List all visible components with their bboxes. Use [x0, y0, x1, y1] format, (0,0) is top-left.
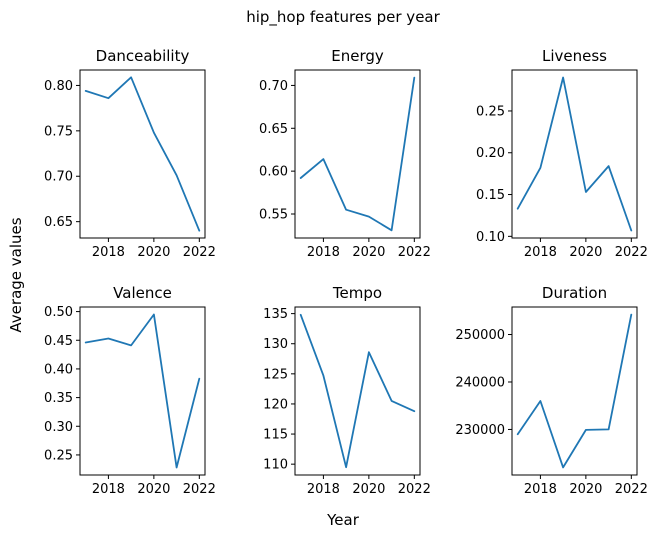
- subplot-4: Valence 2018 2020 2022 0.25 0.30 0.35 0.40 0.45 0…: [44, 284, 216, 497]
- subplot-panels: Danceability 2018 2020 2022 0.65 0.70 0.75 0.80…: [44, 47, 648, 497]
- y-tick-label: 0.35: [44, 391, 73, 406]
- x-tick-label: 2018: [92, 482, 125, 497]
- subplot-title: Liveness: [542, 47, 607, 65]
- subplot-title: Valence: [113, 284, 172, 302]
- y-tick-label: 110: [263, 458, 288, 473]
- subplot-5: Tempo 2018 2020 2022 110 115 120 125 130 135: [263, 284, 431, 497]
- x-tick-label: 2018: [524, 482, 557, 497]
- figure-ylabel: Average values: [7, 217, 25, 332]
- y-tick-label: 0.80: [44, 79, 73, 94]
- x-tick-label: 2020: [569, 482, 602, 497]
- y-tick-label: 230000: [455, 423, 505, 438]
- subplot-title: Tempo: [332, 284, 382, 302]
- y-tick-label: 0.50: [44, 305, 73, 320]
- y-tick-label: 0.30: [44, 420, 73, 435]
- series-line: [299, 313, 416, 469]
- x-tick-label: 2022: [398, 245, 431, 260]
- x-tick-label: 2018: [307, 482, 340, 497]
- y-tick-label: 0.25: [44, 448, 73, 463]
- y-tick-label: 250000: [455, 328, 505, 343]
- series-line: [299, 76, 416, 232]
- y-tick-label: 0.25: [476, 104, 505, 119]
- y-tick-label: 0.75: [44, 124, 73, 139]
- subplot-2: Energy 2018 2020 2022 0.55 0.60 0.65 0.70: [259, 47, 431, 260]
- y-tick-label: 135: [263, 307, 288, 322]
- y-tick-label: 0.60: [259, 165, 288, 180]
- axes-frame: [79, 69, 206, 239]
- y-tick-label: 0.70: [259, 79, 288, 94]
- x-tick-label: 2022: [615, 245, 648, 260]
- x-tick-label: 2022: [615, 482, 648, 497]
- axes-frame: [294, 69, 421, 239]
- subplot-title: Danceability: [96, 47, 190, 65]
- x-tick-label: 2020: [137, 482, 170, 497]
- y-tick-label: 0.15: [476, 188, 505, 203]
- x-tick-label: 2018: [307, 245, 340, 260]
- axes-frame: [294, 306, 421, 476]
- y-tick-label: 130: [263, 337, 288, 352]
- axes-frame: [79, 306, 206, 476]
- y-tick-label: 0.20: [476, 146, 505, 161]
- axes-frame: [511, 69, 638, 239]
- x-tick-label: 2020: [352, 482, 385, 497]
- series-line: [84, 76, 201, 232]
- subplot-3: Liveness 2018 2020 2022 0.10 0.15 0.20 0.25: [476, 47, 648, 260]
- y-tick-label: 0.40: [44, 362, 73, 377]
- figure-xlabel: Year: [326, 511, 360, 529]
- series-line: [84, 313, 201, 469]
- axes-frame: [511, 306, 638, 476]
- y-tick-label: 0.65: [44, 215, 73, 230]
- x-tick-label: 2018: [524, 245, 557, 260]
- subplot-1: Danceability 2018 2020 2022 0.65 0.70 0.75 0.80: [44, 47, 216, 260]
- subplot-title: Duration: [542, 284, 607, 302]
- series-line: [516, 76, 633, 232]
- y-tick-label: 0.70: [44, 170, 73, 185]
- y-tick-label: 0.45: [44, 334, 73, 349]
- x-tick-label: 2022: [183, 245, 216, 260]
- y-tick-label: 125: [263, 367, 288, 382]
- series-line: [516, 313, 633, 469]
- subplot-6: Duration 2018 2020 2022 230000 240000 250000: [455, 284, 648, 497]
- y-tick-label: 0.10: [476, 230, 505, 245]
- figure-suptitle: hip_hop features per year: [246, 8, 440, 27]
- y-tick-label: 0.65: [259, 122, 288, 137]
- x-tick-label: 2020: [352, 245, 385, 260]
- y-tick-label: 120: [263, 397, 288, 412]
- x-tick-label: 2022: [398, 482, 431, 497]
- x-tick-label: 2020: [137, 245, 170, 260]
- y-tick-label: 240000: [455, 375, 505, 390]
- x-tick-label: 2018: [92, 245, 125, 260]
- y-tick-label: 0.55: [259, 208, 288, 223]
- subplot-title: Energy: [331, 47, 384, 65]
- y-tick-label: 115: [263, 428, 288, 443]
- x-tick-label: 2020: [569, 245, 602, 260]
- x-tick-label: 2022: [183, 482, 216, 497]
